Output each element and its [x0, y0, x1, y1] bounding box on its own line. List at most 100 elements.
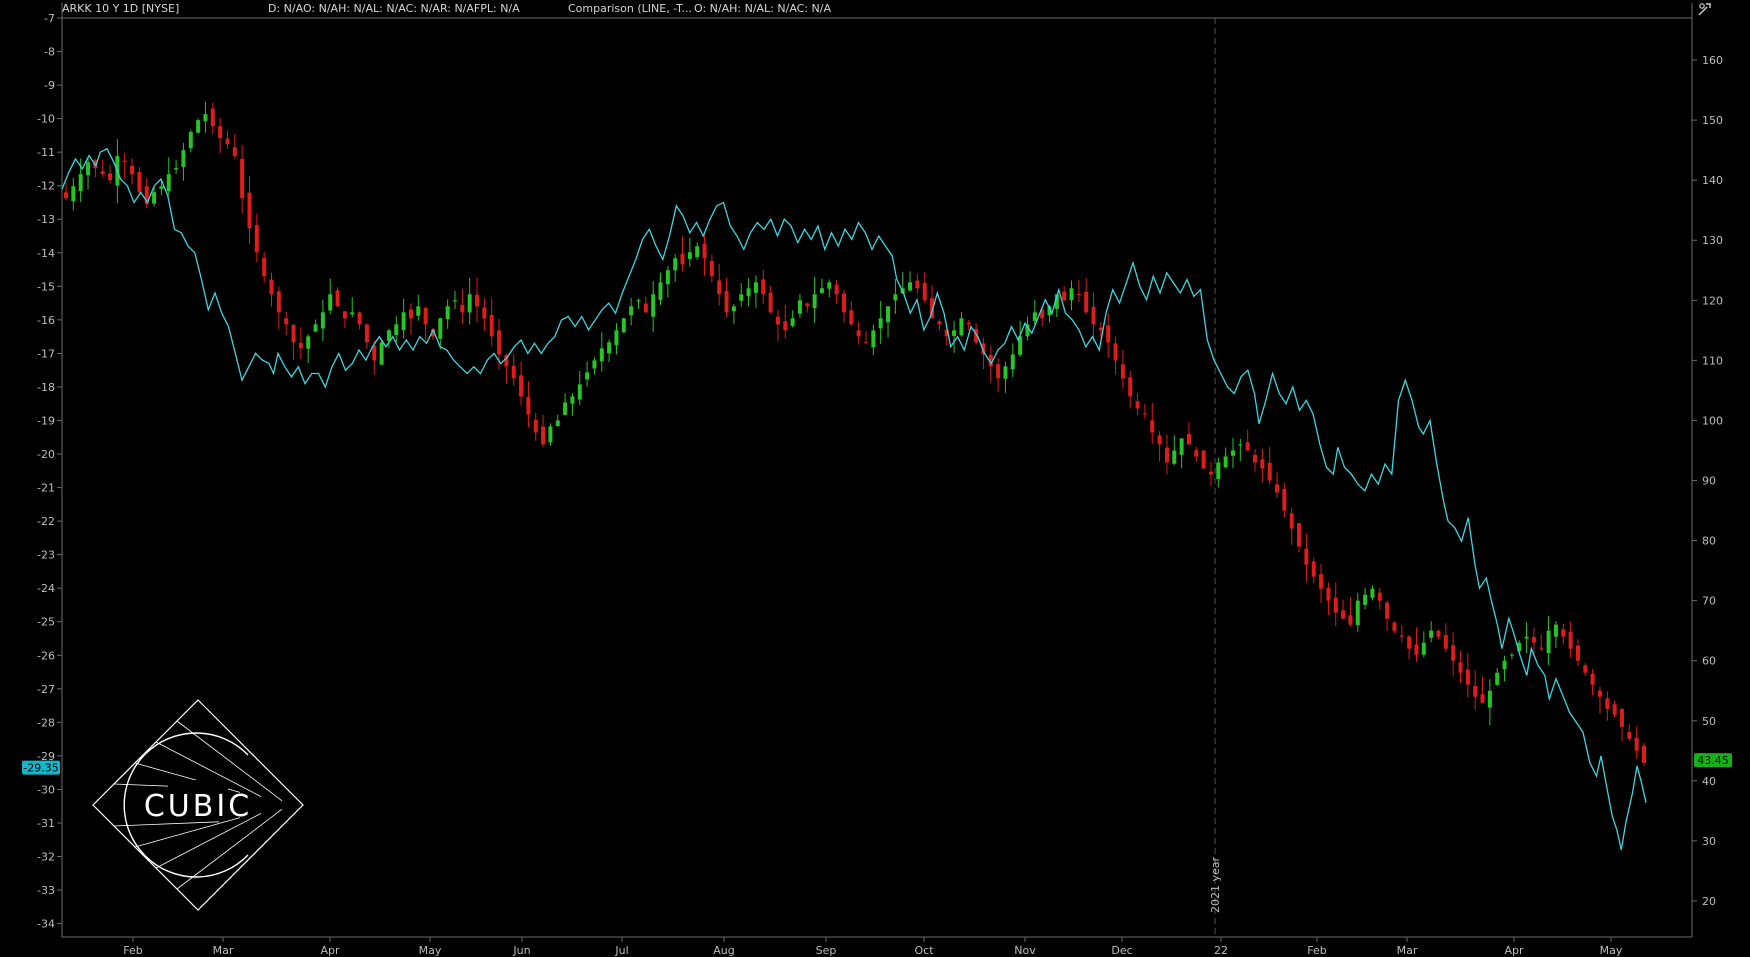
- chart-header: ARKK 10 Y 1D [NYSE] D: N/AO: N/AH: N/AL:…: [0, 0, 1750, 18]
- candle-body: [71, 186, 76, 202]
- left-tick-label: -23: [37, 549, 55, 562]
- candle-body: [1385, 602, 1390, 619]
- candle-body: [790, 318, 795, 326]
- candle-body: [966, 322, 971, 325]
- candle-body: [952, 330, 957, 336]
- candle-body: [262, 257, 267, 277]
- candle-body: [1069, 288, 1074, 301]
- candle-body: [988, 354, 993, 367]
- candle-body: [1098, 327, 1103, 331]
- candle-body: [78, 174, 83, 192]
- candle-body: [64, 192, 68, 199]
- left-tick-label: -22: [37, 515, 55, 528]
- candle-body: [673, 258, 678, 271]
- right-axis: 20 30 40 50 60 70 80 90 100 110 120 130 140 150 160: [1692, 54, 1723, 908]
- candle-body: [717, 280, 722, 295]
- candle-body: [563, 402, 568, 415]
- candle-body: [438, 318, 443, 339]
- candle-body: [166, 174, 171, 192]
- candle-body: [291, 325, 296, 343]
- logo-mesh-line: [155, 813, 262, 869]
- left-tick-label: -11: [37, 146, 55, 159]
- candle-body: [1304, 548, 1309, 565]
- candle-body: [1282, 488, 1287, 511]
- candle-body: [1230, 450, 1235, 456]
- logo-text: CUBIC: [144, 789, 252, 824]
- logo-arc: [123, 732, 249, 878]
- right-tick-label: 90: [1702, 475, 1716, 488]
- candle-body: [1084, 291, 1089, 313]
- candle-body: [930, 298, 935, 319]
- right-last-value-badge: [1694, 753, 1732, 768]
- left-tick-label: -10: [37, 113, 55, 126]
- logo-mesh-line: [113, 821, 220, 827]
- crosshair-settings-icon[interactable]: [1697, 1, 1713, 17]
- candle-body: [174, 168, 179, 170]
- candle-body: [621, 318, 626, 333]
- candle-body: [1076, 294, 1081, 296]
- candle-body: [181, 150, 186, 167]
- candle-body: [651, 294, 656, 317]
- x-tick-label: Feb: [123, 944, 142, 957]
- candle-body: [269, 279, 274, 295]
- left-tick-label: -26: [37, 649, 55, 662]
- candle-body: [298, 342, 303, 349]
- candle-body: [709, 260, 714, 277]
- cubic-logo: CUBIC: [92, 699, 304, 911]
- candle-body: [1157, 435, 1162, 445]
- left-tick-label: -13: [37, 213, 55, 226]
- candle-body: [908, 282, 913, 291]
- candle-body: [1509, 654, 1514, 656]
- candle-body: [1040, 309, 1045, 319]
- candle-body: [1370, 588, 1375, 598]
- candle-body: [797, 300, 802, 314]
- candle-body: [232, 147, 237, 157]
- x-tick-label: May: [1600, 944, 1623, 957]
- candle-body: [599, 348, 604, 362]
- candle-body: [1297, 523, 1302, 547]
- x-tick-label: Jun: [512, 944, 530, 957]
- candle-body: [1201, 450, 1206, 469]
- candle-body: [1010, 354, 1015, 370]
- candle-body: [1502, 660, 1507, 670]
- candle-body: [1194, 450, 1199, 457]
- candle-body: [1333, 597, 1338, 613]
- candle-body: [1495, 672, 1500, 685]
- candle-body: [761, 279, 766, 295]
- candle-body: [1260, 459, 1265, 469]
- right-tick-label: 60: [1702, 655, 1716, 668]
- candle-body: [1150, 420, 1155, 433]
- candle-body: [893, 294, 898, 301]
- candle-body: [643, 303, 648, 313]
- candle-body: [1612, 704, 1617, 715]
- symbol-label[interactable]: ARKK 10 Y 1D [NYSE]: [62, 2, 180, 15]
- candle-body: [1208, 471, 1213, 475]
- right-tick-label: 80: [1702, 535, 1716, 548]
- year-marker: 2021 year: [1209, 18, 1222, 937]
- right-last-value-text: 43.45: [1697, 754, 1729, 767]
- candle-body: [210, 108, 215, 127]
- candle-body: [100, 171, 105, 175]
- comparison-label[interactable]: Comparison (LINE, -T...: [568, 2, 693, 15]
- candle-body: [1517, 642, 1522, 652]
- candle-body: [218, 126, 223, 139]
- candle-body: [452, 300, 457, 302]
- logo-mesh-line: [155, 741, 262, 797]
- x-tick-label: May: [419, 944, 442, 957]
- candle-body: [1363, 594, 1368, 605]
- candle-body: [445, 306, 450, 320]
- left-axis: -7 -8 -9 -10 -11 -12 -13 -14 -15 -16 -17 -18 -19 -20 -…: [37, 12, 62, 931]
- candle-body: [1172, 450, 1177, 464]
- candle-body: [702, 243, 707, 259]
- left-tick-label: -27: [37, 683, 55, 696]
- candle-body: [511, 365, 516, 379]
- left-last-value-text: -29.35: [23, 762, 58, 775]
- right-tick-label: 50: [1702, 715, 1716, 728]
- candle-body: [1113, 343, 1118, 361]
- candle-body: [328, 294, 333, 311]
- candle-body: [467, 294, 472, 313]
- candle-body: [1003, 366, 1008, 379]
- candle-body: [225, 138, 230, 145]
- candle-body: [592, 360, 597, 369]
